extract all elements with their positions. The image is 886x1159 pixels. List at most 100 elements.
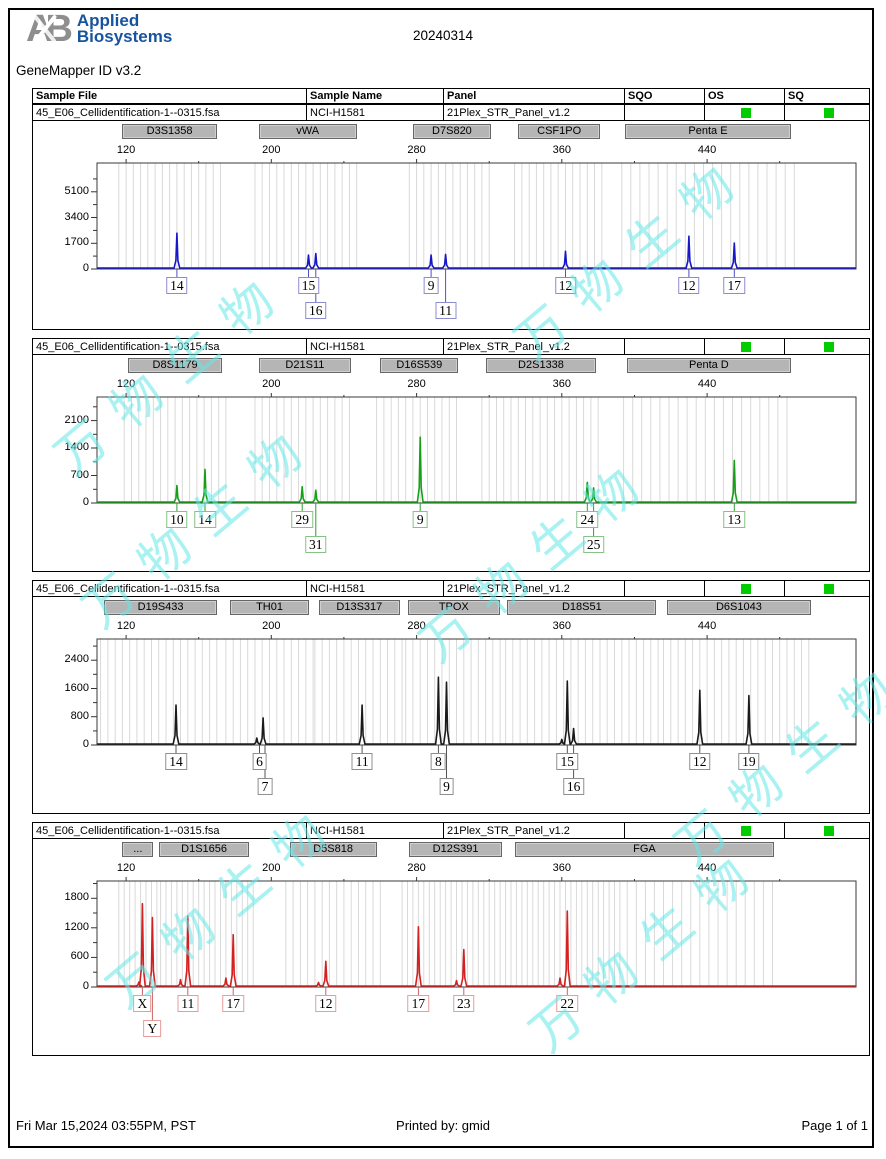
os-status-indicator: [741, 825, 751, 836]
brand-line2: Biosystems: [76, 27, 173, 46]
sample-file-cell: 45_E06_Cellidentification-1--0315.fsa: [33, 339, 307, 354]
marker-row: D19S433 TH01 D13S317 TPOX D18S51 D6S1043: [33, 597, 869, 619]
x-axis-tick-label: 440: [697, 862, 717, 874]
allele-label-11: 11: [177, 995, 199, 1012]
allele-label-11: 11: [435, 302, 457, 319]
allele-label-15: 15: [297, 277, 320, 294]
marker-box-fga: FGA: [514, 842, 775, 857]
x-axis-tick-label: 360: [552, 862, 571, 874]
column-header-sample-file: Sample File: [33, 89, 307, 103]
x-axis-tick-label: 120: [116, 862, 136, 874]
column-header-sample-name: Sample Name: [307, 89, 444, 103]
marker-box--: ...: [122, 842, 154, 857]
allele-label-23: 23: [453, 995, 475, 1012]
allele-label-19: 19: [738, 753, 760, 770]
sq-status-indicator: [823, 107, 834, 118]
panel-name-cell: 21Plex_STR_Panel_v1.2: [444, 105, 625, 120]
panel-name-cell: 21Plex_STR_Panel_v1.2: [444, 823, 625, 838]
sample-file-cell: 45_E06_Cellidentification-1--0315.fsa: [33, 581, 307, 596]
sample-table-header: Sample File Sample Name Panel SQO OS SQ: [33, 89, 869, 105]
x-axis-tick-label: 280: [407, 144, 426, 156]
sq-cell: [785, 823, 869, 838]
allele-label-13: 13: [723, 511, 746, 528]
y-axis-tick-label: 600: [70, 950, 89, 963]
footer-print-date: Fri Mar 15,2024 03:55PM, PST: [16, 1118, 196, 1133]
footer-printed-by: Printed by: gmid: [396, 1118, 490, 1133]
x-axis-tick-label: 200: [262, 620, 281, 632]
sqo-cell: [625, 105, 705, 120]
allele-label-17: 17: [723, 277, 746, 294]
allele-label-14: 14: [194, 511, 216, 528]
y-axis-tick-label: 1200: [64, 920, 89, 933]
allele-label-31: 31: [305, 536, 327, 553]
size-axis: 120 200 280 360 440: [33, 619, 869, 635]
x-axis-tick-label: 440: [697, 144, 717, 156]
app-version-label: GeneMapper ID v3.2: [16, 63, 142, 78]
brand-name: Applied Biosystems: [76, 11, 173, 46]
allele-label-7: 7: [257, 778, 273, 795]
x-axis-tick-label: 360: [552, 144, 571, 156]
sqo-cell: [625, 339, 705, 354]
ab-logo-mark: AB: [26, 10, 77, 48]
y-axis-tick-label: 700: [70, 468, 89, 481]
allele-label-12: 12: [554, 277, 577, 294]
sqo-cell: [625, 823, 705, 838]
plot-area: 0 700 1400 2100 10 14 29 31 9 24 25 13: [33, 393, 869, 563]
column-header-sq: SQ: [788, 90, 804, 102]
allele-label-9: 9: [412, 511, 428, 528]
allele-label-17: 17: [222, 995, 244, 1012]
marker-box-d12s391: D12S391: [409, 842, 502, 857]
marker-box-tpox: TPOX: [407, 600, 501, 615]
os-cell: [705, 339, 785, 354]
os-cell: [705, 105, 785, 120]
sample-row: 45_E06_Cellidentification-1--0315.fsa NC…: [33, 581, 869, 597]
marker-row: D8S1179 D21S11 D16S539 D2S1338 Penta D: [33, 355, 869, 377]
y-axis-tick-label: 2100: [64, 413, 89, 426]
size-axis: 120 200 280 360 440: [33, 377, 869, 393]
y-axis-tick-label: 2400: [64, 653, 89, 666]
electropherogram-trace: [91, 159, 857, 302]
os-status-indicator: [741, 341, 751, 352]
plot-area: 0 1700 3400 5100 14 15 16 9 11 12 12 17: [33, 159, 869, 329]
electropherogram-panel-red: 45_E06_Cellidentification-1--0315.fsa NC…: [32, 822, 870, 1056]
electropherogram-panel-blue: Sample File Sample Name Panel SQO OS SQ …: [32, 88, 870, 330]
x-axis-tick-label: 360: [552, 620, 571, 632]
allele-label-25: 25: [582, 536, 605, 553]
marker-box-d6s1043: D6S1043: [667, 600, 811, 615]
x-axis-tick-label: 360: [552, 378, 571, 390]
marker-box-vwa: vWA: [258, 124, 357, 139]
allele-label-Y: Y: [143, 1020, 162, 1037]
size-axis: 120 200 280 360 440: [33, 861, 869, 877]
marker-box-d7s820: D7S820: [412, 124, 491, 139]
electropherogram-trace: [91, 635, 857, 778]
allele-label-29: 29: [291, 511, 313, 528]
x-axis-tick-label: 200: [262, 144, 281, 156]
sample-name-cell: NCI-H1581: [307, 823, 444, 838]
allele-label-24: 24: [576, 511, 599, 528]
os-status-indicator: [741, 583, 751, 594]
marker-box-d3s1358: D3S1358: [122, 124, 217, 139]
y-axis-tick-label: 0: [82, 980, 89, 992]
size-axis: 120 200 280 360 440: [33, 143, 869, 159]
x-axis-tick-label: 280: [407, 378, 426, 390]
plot-area: 0 800 1600 2400 14 6 7 11 8 9 15 16 12 19: [33, 635, 869, 805]
sample-file-cell: 45_E06_Cellidentification-1--0315.fsa: [33, 105, 307, 120]
allele-label-9: 9: [423, 277, 439, 294]
sample-row: 45_E06_Cellidentification-1--0315.fsa NC…: [33, 105, 869, 121]
x-axis-tick-label: 280: [407, 620, 426, 632]
y-axis-tick-label: 0: [82, 738, 89, 750]
allele-label-16: 16: [305, 302, 327, 319]
allele-label-X: X: [133, 995, 152, 1012]
marker-box-d13s317: D13S317: [318, 600, 401, 615]
marker-box-d21s11: D21S11: [258, 358, 352, 373]
x-axis-tick-label: 440: [697, 378, 717, 390]
os-cell: [705, 581, 785, 596]
allele-label-15: 15: [556, 753, 579, 770]
brand-line1: Applied: [76, 11, 140, 30]
column-header-os: OS: [705, 89, 785, 103]
sample-name-cell: NCI-H1581: [307, 581, 444, 596]
x-axis-tick-label: 200: [262, 378, 281, 390]
y-axis-tick-label: 0: [82, 496, 89, 508]
y-axis-tick-label: 1700: [64, 236, 89, 249]
panel-name-cell: 21Plex_STR_Panel_v1.2: [444, 581, 625, 596]
